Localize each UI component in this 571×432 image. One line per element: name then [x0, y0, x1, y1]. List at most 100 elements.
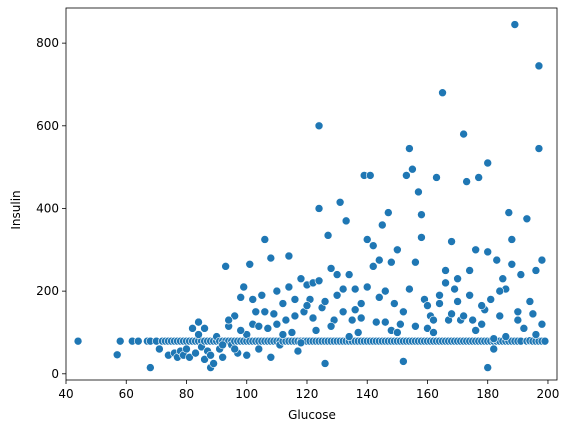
data-point [362, 235, 372, 244]
data-point [344, 332, 354, 341]
data-point [537, 255, 547, 265]
data-point [453, 274, 462, 284]
data-point [380, 317, 390, 327]
y-tick-label: 0 [51, 367, 59, 381]
data-point [236, 293, 246, 302]
data-point [326, 321, 336, 331]
data-point [353, 328, 363, 337]
data-point [248, 295, 258, 304]
data-point [224, 315, 233, 325]
data-point [341, 216, 351, 226]
data-point [287, 328, 297, 337]
data-point [188, 324, 197, 333]
data-point [441, 266, 450, 275]
data-point [290, 311, 300, 321]
data-point [429, 328, 438, 337]
y-tick-label: 400 [36, 201, 59, 215]
data-point [350, 284, 360, 294]
data-point [338, 307, 348, 317]
data-point [498, 274, 508, 284]
data-point [471, 245, 480, 255]
x-tick-label: 40 [58, 387, 73, 401]
data-point [254, 321, 264, 331]
data-point [531, 266, 541, 275]
data-point [266, 253, 276, 263]
data-point [447, 237, 456, 246]
data-point [290, 295, 300, 304]
data-point [483, 363, 493, 372]
data-point [405, 284, 414, 294]
data-point [453, 297, 462, 306]
data-point [468, 315, 477, 325]
data-point [459, 129, 468, 139]
data-point [486, 295, 496, 304]
data-point [519, 324, 529, 333]
data-point [450, 284, 459, 294]
data-point [272, 286, 282, 296]
data-point [320, 359, 330, 368]
data-point [534, 144, 544, 153]
data-point [296, 274, 306, 284]
data-point [462, 177, 471, 186]
data-point [377, 220, 387, 230]
data-point [368, 262, 378, 271]
data-point [396, 319, 405, 329]
data-point [332, 270, 342, 279]
data-point [257, 290, 267, 300]
x-tick-label: 200 [537, 387, 560, 401]
data-point [242, 350, 252, 360]
data-point [200, 355, 209, 364]
data-point [314, 276, 324, 286]
data-point [495, 311, 505, 321]
plot-frame [65, 7, 558, 381]
data-point [146, 363, 155, 372]
data-point [218, 340, 227, 350]
data-point [522, 214, 532, 224]
data-point [314, 121, 324, 131]
y-tick-label: 200 [36, 284, 59, 298]
data-point [528, 309, 538, 319]
data-point [393, 245, 402, 255]
data-point [513, 307, 523, 317]
data-point [411, 257, 420, 267]
y-tick-label: 800 [36, 36, 59, 50]
data-point [308, 313, 318, 323]
y-tick-label: 600 [36, 119, 59, 133]
data-point [441, 278, 450, 288]
data-point [380, 286, 390, 296]
x-tick-label: 180 [476, 387, 499, 401]
data-point [206, 350, 215, 360]
data-point [537, 319, 547, 329]
data-point [230, 311, 239, 321]
data-point [507, 259, 517, 269]
data-point [447, 309, 456, 319]
data-point [347, 315, 357, 325]
data-point [465, 290, 474, 300]
data-point [278, 330, 288, 339]
data-point [368, 241, 378, 250]
data-point [516, 270, 526, 279]
data-point [230, 344, 239, 354]
data-point [194, 330, 203, 339]
data-point [483, 158, 493, 168]
data-point [263, 324, 273, 333]
data-point [350, 305, 360, 315]
data-point [284, 282, 294, 292]
data-point [293, 346, 303, 356]
x-tick-label: 80 [179, 387, 194, 401]
data-point [435, 299, 444, 308]
x-tick-label: 160 [416, 387, 439, 401]
data-point [417, 233, 426, 242]
data-point [501, 332, 511, 341]
data-point [540, 336, 550, 346]
data-point [133, 336, 143, 346]
data-point [209, 359, 218, 368]
data-point [191, 348, 200, 358]
data-point [266, 352, 276, 362]
data-point [374, 255, 384, 265]
data-point [399, 307, 408, 317]
data-point [254, 344, 264, 354]
data-point [504, 208, 514, 217]
data-point [471, 326, 480, 335]
x-tick-label: 140 [356, 387, 379, 401]
